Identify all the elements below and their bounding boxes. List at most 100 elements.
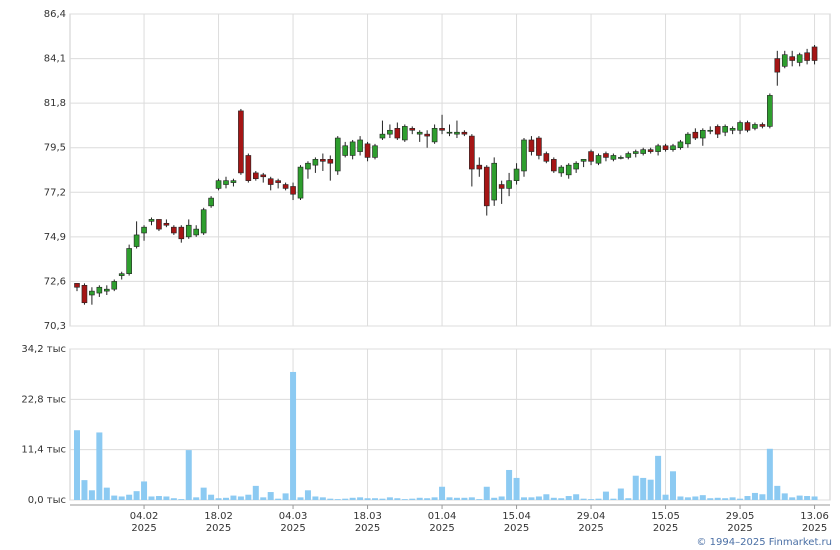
x-tick-year: 2025 xyxy=(280,523,305,534)
candle-body xyxy=(178,226,185,240)
volume-bar xyxy=(617,488,624,500)
x-tick-label: 04.03 2025 xyxy=(279,511,308,534)
volume-bar xyxy=(662,494,669,500)
volume-bar xyxy=(670,471,676,500)
volume-bar xyxy=(751,492,758,500)
candle-body xyxy=(759,124,766,127)
candle-body xyxy=(461,131,468,135)
volume-bar xyxy=(349,497,356,500)
candle-body xyxy=(215,180,222,189)
volume-bar xyxy=(111,495,118,500)
candle-body xyxy=(312,159,319,166)
candle-body xyxy=(744,122,751,131)
volume-bar xyxy=(804,496,811,500)
volume-bar xyxy=(155,496,162,500)
volume-bar xyxy=(468,497,475,500)
candle-body xyxy=(476,164,483,170)
volume-bar xyxy=(148,496,155,500)
y-tick-label: 70,3 xyxy=(44,321,66,332)
y-tick-label: 84,1 xyxy=(44,54,66,65)
candle-body xyxy=(536,137,542,156)
volume-bar xyxy=(588,499,595,500)
volume-bar xyxy=(327,498,334,500)
x-tick-label: 18.02 2025 xyxy=(204,511,233,534)
candle-body xyxy=(550,159,557,172)
volume-bar xyxy=(126,494,133,500)
candle-body xyxy=(104,288,110,292)
candle-body xyxy=(200,209,207,234)
candle-body xyxy=(245,155,252,181)
volume-bar xyxy=(379,498,386,500)
volume-bar xyxy=(133,491,140,500)
volume-bar xyxy=(543,494,550,500)
candle-body xyxy=(379,133,386,139)
volume-bar xyxy=(558,498,565,500)
candle-body xyxy=(789,56,796,61)
candle-body xyxy=(275,180,281,183)
x-tick-year: 2025 xyxy=(802,523,827,534)
volume-bar xyxy=(684,497,691,500)
volume-bar xyxy=(759,494,766,500)
x-tick-label: 29.05 2025 xyxy=(726,511,755,534)
candle-body xyxy=(118,273,125,276)
candle-body xyxy=(580,159,587,162)
candle-body xyxy=(670,145,676,150)
candle-body xyxy=(498,184,505,189)
candle-body xyxy=(603,153,609,158)
volume-bar xyxy=(781,493,788,500)
volume-bar xyxy=(141,481,148,500)
volume-bar xyxy=(416,497,423,500)
candle-body xyxy=(543,153,550,162)
candle-body xyxy=(722,126,728,133)
candle-body xyxy=(208,197,214,207)
candle-body xyxy=(804,52,810,61)
candle-body xyxy=(387,129,393,135)
volume-bar xyxy=(304,490,311,500)
volume-bar xyxy=(573,494,580,500)
volume-bar xyxy=(677,496,684,500)
volume-bar xyxy=(692,496,699,500)
copyright: © 1994–2025 Finmarket.ru xyxy=(696,537,832,548)
candle-body xyxy=(729,128,736,131)
candle-body xyxy=(401,126,408,141)
x-tick-label: 04.02 2025 xyxy=(130,511,159,534)
candle-body xyxy=(655,145,661,152)
candle-body xyxy=(342,145,349,156)
volume-bar xyxy=(729,497,736,500)
candle-body xyxy=(647,149,654,152)
candle-body xyxy=(699,129,706,139)
candle-body xyxy=(334,137,341,172)
candle-body xyxy=(290,186,296,195)
volume-bar xyxy=(439,486,446,500)
x-tick-date: 18.02 xyxy=(204,511,233,522)
x-tick-label: 29.04 2025 xyxy=(577,511,606,534)
volume-bar xyxy=(521,497,527,500)
volume-bar xyxy=(565,496,572,500)
volume-bar xyxy=(275,498,282,500)
candle-body xyxy=(677,141,684,149)
volume-bar xyxy=(640,477,647,500)
volume-bar xyxy=(535,496,542,500)
volume-bar xyxy=(88,490,95,500)
candle-body xyxy=(126,248,132,274)
candle-body xyxy=(662,145,669,150)
volume-bar xyxy=(550,497,557,500)
volume-bar xyxy=(506,469,513,500)
volume-bar xyxy=(163,496,170,500)
volume-bar xyxy=(766,448,773,500)
volume-bar xyxy=(737,498,744,500)
volume-bar xyxy=(431,497,438,500)
candle-body xyxy=(81,285,88,304)
candle-body xyxy=(565,164,572,176)
volume-bar xyxy=(476,499,483,500)
candle-body xyxy=(394,128,401,139)
volume-bar xyxy=(223,497,229,500)
volume-bar xyxy=(260,497,267,500)
candle-body xyxy=(253,172,259,180)
candle-body xyxy=(74,283,80,288)
volume-bar xyxy=(267,492,274,500)
candle-body xyxy=(595,155,602,164)
volume-bar xyxy=(103,487,110,500)
volume-bar xyxy=(498,496,505,500)
candle-body xyxy=(364,143,371,158)
